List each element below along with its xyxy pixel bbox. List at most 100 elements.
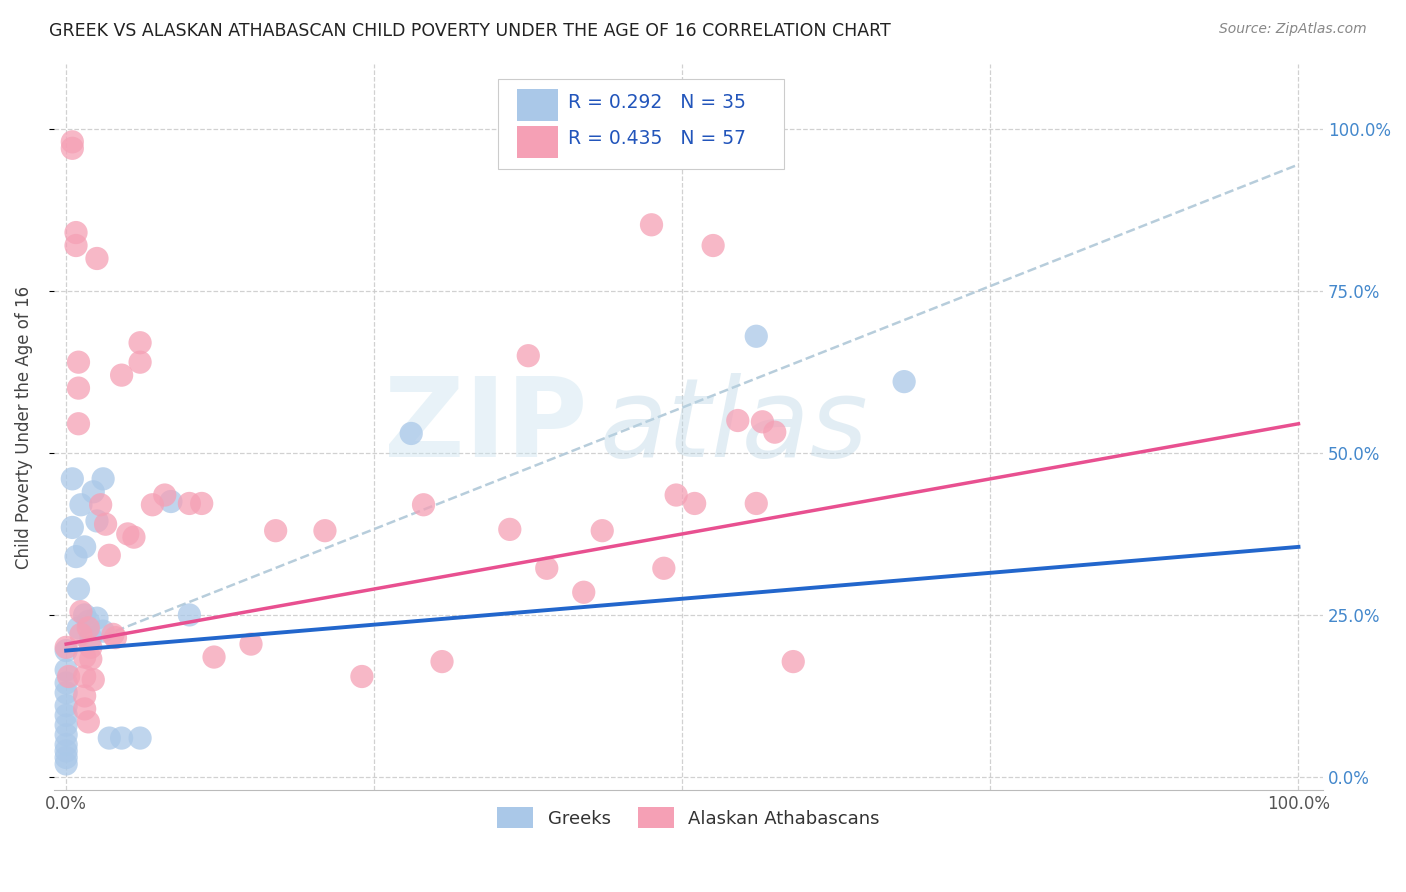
Text: atlas: atlas bbox=[599, 374, 869, 481]
Point bbox=[55, 698, 77, 713]
Point bbox=[179, 607, 201, 622]
Point bbox=[77, 714, 100, 729]
Point bbox=[129, 355, 152, 369]
Point bbox=[399, 426, 422, 441]
Point bbox=[73, 702, 96, 716]
Text: R = 0.292   N = 35: R = 0.292 N = 35 bbox=[568, 93, 745, 112]
Point bbox=[86, 611, 108, 625]
Point bbox=[745, 496, 768, 510]
Point bbox=[60, 141, 83, 155]
Point bbox=[240, 637, 263, 651]
Point bbox=[412, 498, 434, 512]
FancyBboxPatch shape bbox=[517, 126, 558, 158]
Text: GREEK VS ALASKAN ATHABASCAN CHILD POVERTY UNDER THE AGE OF 16 CORRELATION CHART: GREEK VS ALASKAN ATHABASCAN CHILD POVERT… bbox=[49, 22, 891, 40]
Point bbox=[73, 650, 96, 665]
Point bbox=[70, 498, 93, 512]
Point bbox=[80, 652, 103, 666]
Text: Source: ZipAtlas.com: Source: ZipAtlas.com bbox=[1219, 22, 1367, 37]
Point bbox=[55, 750, 77, 764]
Point bbox=[67, 621, 90, 635]
Y-axis label: Child Poverty Under the Age of 16: Child Poverty Under the Age of 16 bbox=[15, 285, 32, 568]
Point bbox=[652, 561, 675, 575]
Point bbox=[110, 731, 132, 745]
Point bbox=[58, 669, 80, 683]
Point bbox=[67, 355, 90, 369]
Point bbox=[536, 561, 558, 575]
Point bbox=[55, 718, 77, 732]
Point bbox=[104, 631, 127, 645]
Point bbox=[101, 627, 124, 641]
Point bbox=[60, 472, 83, 486]
Point bbox=[80, 631, 103, 645]
Point bbox=[60, 520, 83, 534]
Point bbox=[122, 530, 145, 544]
Point bbox=[91, 624, 114, 639]
Point bbox=[665, 488, 688, 502]
Point bbox=[67, 582, 90, 596]
Point bbox=[77, 615, 100, 629]
Point bbox=[73, 689, 96, 703]
Point bbox=[73, 540, 96, 554]
Point bbox=[55, 744, 77, 758]
Point bbox=[73, 607, 96, 622]
Point bbox=[55, 676, 77, 690]
Point bbox=[65, 238, 87, 252]
Point bbox=[86, 514, 108, 528]
Point bbox=[683, 496, 706, 510]
Point bbox=[591, 524, 613, 538]
Point bbox=[90, 498, 112, 512]
Point bbox=[70, 605, 93, 619]
FancyBboxPatch shape bbox=[517, 89, 558, 121]
Point bbox=[572, 585, 595, 599]
Point bbox=[55, 640, 77, 655]
Point bbox=[82, 484, 104, 499]
Point bbox=[202, 650, 225, 665]
Point bbox=[745, 329, 768, 343]
Point bbox=[110, 368, 132, 383]
Point bbox=[264, 524, 287, 538]
Point bbox=[517, 349, 540, 363]
Point bbox=[141, 498, 163, 512]
Point bbox=[55, 728, 77, 742]
Point bbox=[67, 381, 90, 395]
Point bbox=[80, 640, 103, 655]
Point bbox=[65, 549, 87, 564]
FancyBboxPatch shape bbox=[498, 78, 783, 169]
Point bbox=[65, 226, 87, 240]
Point bbox=[763, 425, 786, 439]
Point bbox=[179, 496, 201, 510]
Point bbox=[129, 731, 152, 745]
Point bbox=[430, 655, 453, 669]
Point bbox=[55, 663, 77, 677]
Point bbox=[94, 517, 117, 532]
Point bbox=[98, 549, 121, 563]
Legend: Greeks, Alaskan Athabascans: Greeks, Alaskan Athabascans bbox=[489, 800, 887, 835]
Point bbox=[55, 738, 77, 752]
Point bbox=[314, 524, 336, 538]
Point bbox=[86, 252, 108, 266]
Point bbox=[77, 621, 100, 635]
Point bbox=[98, 731, 121, 745]
Point bbox=[499, 522, 522, 536]
Point bbox=[350, 669, 373, 683]
Point bbox=[60, 135, 83, 149]
Point bbox=[73, 669, 96, 683]
Point bbox=[55, 686, 77, 700]
Point bbox=[640, 218, 662, 232]
Point bbox=[91, 472, 114, 486]
Point bbox=[893, 375, 915, 389]
Point bbox=[190, 496, 212, 510]
Point bbox=[751, 415, 773, 429]
Text: R = 0.435   N = 57: R = 0.435 N = 57 bbox=[568, 129, 747, 148]
Point bbox=[55, 643, 77, 657]
Point bbox=[702, 238, 724, 252]
Point bbox=[782, 655, 804, 669]
Point bbox=[67, 417, 90, 431]
Point bbox=[55, 756, 77, 771]
Point bbox=[727, 413, 749, 427]
Point bbox=[82, 673, 104, 687]
Point bbox=[129, 335, 152, 350]
Text: ZIP: ZIP bbox=[384, 374, 586, 481]
Point bbox=[153, 488, 176, 502]
Point bbox=[117, 527, 139, 541]
